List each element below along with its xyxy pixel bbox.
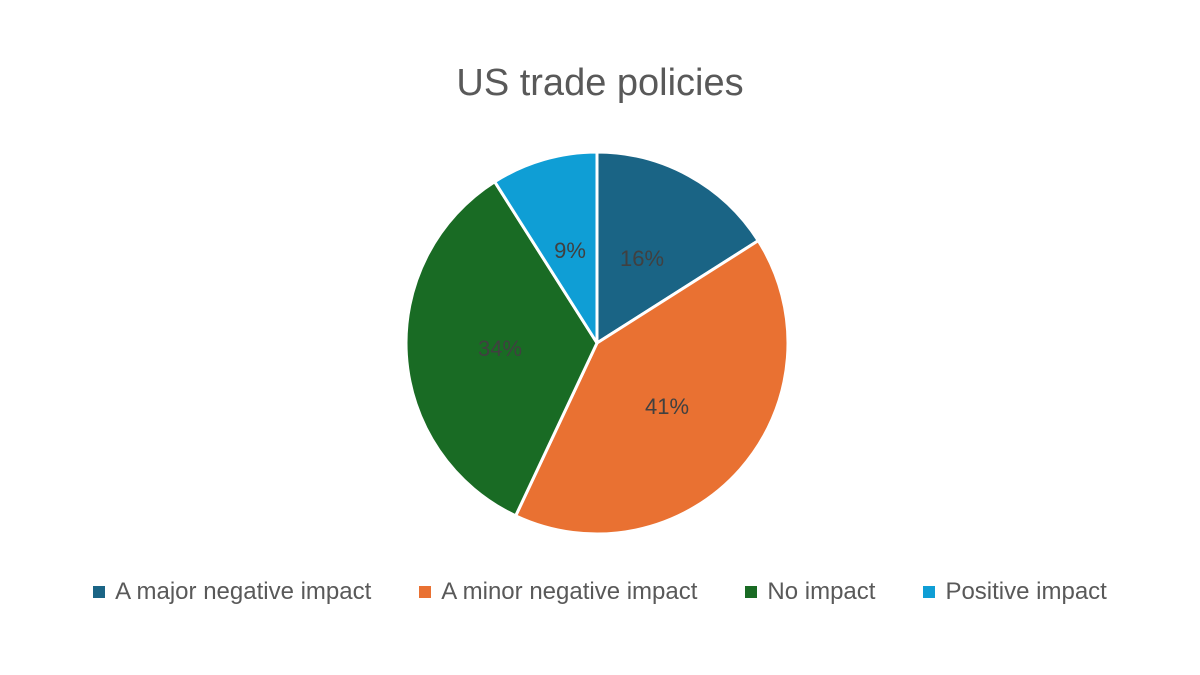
legend: A major negative impact A minor negative…: [0, 578, 1200, 606]
slice-data-label: 34%: [478, 336, 522, 361]
legend-item-minor-negative: A minor negative impact: [419, 578, 697, 606]
legend-item-no-impact: No impact: [745, 578, 875, 606]
slice-data-label: 9%: [554, 238, 586, 263]
legend-swatch: [93, 586, 106, 598]
legend-label: A major negative impact: [115, 578, 372, 605]
pie-slices: [404, 150, 790, 536]
legend-swatch: [419, 586, 432, 598]
legend-label: No impact: [767, 578, 876, 605]
legend-swatch: [745, 586, 758, 598]
pie-data-labels: 16% 41% 34% 9%: [478, 238, 689, 419]
slice-data-label: 41%: [645, 394, 689, 419]
legend-label: Positive impact: [945, 578, 1107, 605]
chart-title: US trade policies: [456, 62, 744, 104]
slice-data-label: 16%: [620, 246, 664, 271]
legend-swatch: [923, 586, 936, 598]
legend-item-positive: Positive impact: [923, 578, 1107, 606]
slice-minor-negative: [514, 239, 790, 536]
legend-label: A minor negative impact: [441, 578, 698, 605]
slice-major-negative: [595, 150, 760, 345]
slice-positive: [493, 150, 599, 345]
slice-no-impact: [404, 180, 599, 518]
legend-item-major-negative: A major negative impact: [93, 578, 371, 606]
